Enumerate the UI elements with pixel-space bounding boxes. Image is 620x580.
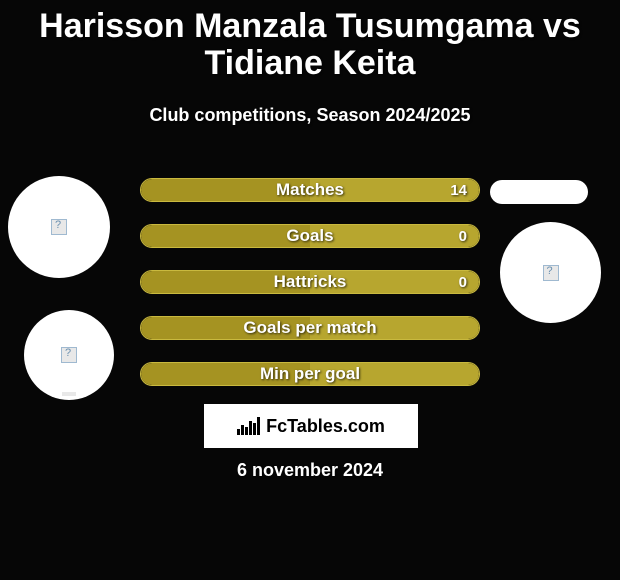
- metric-label: Min per goal: [260, 364, 360, 384]
- brand-box: FcTables.com: [204, 404, 418, 448]
- avatar-bottom-mark: [62, 392, 76, 396]
- metric-bar: Min per goal: [140, 362, 480, 386]
- placeholder-image-icon: [51, 219, 67, 235]
- metric-label: Goals: [286, 226, 333, 246]
- metric-bar: Matches 14: [140, 178, 480, 202]
- left-player-avatar-2: [24, 310, 114, 400]
- metric-bar: Hattricks 0: [140, 270, 480, 294]
- bar-chart-icon: [237, 417, 260, 435]
- metric-value: 14: [450, 179, 467, 201]
- left-player-avatar-1: [8, 176, 110, 278]
- right-pill-decoration: [490, 180, 588, 204]
- metric-bar: Goals per match: [140, 316, 480, 340]
- right-player-avatar: [500, 222, 601, 323]
- metric-label: Goals per match: [243, 318, 376, 338]
- metric-label: Matches: [276, 180, 344, 200]
- page-subtitle: Club competitions, Season 2024/2025: [0, 105, 620, 126]
- metric-bar-left-fill: [141, 225, 310, 247]
- comparison-infographic: Harisson Manzala Tusumgama vs Tidiane Ke…: [0, 0, 620, 580]
- metric-label: Hattricks: [274, 272, 347, 292]
- brand-text: FcTables.com: [266, 416, 385, 437]
- metric-value: 0: [459, 225, 467, 247]
- metric-value: 0: [459, 271, 467, 293]
- metric-bar-right-fill: [310, 225, 479, 247]
- metrics-bars: Matches 14 Goals 0 Hattricks 0 Goals per match…: [140, 178, 480, 408]
- metric-bar: Goals 0: [140, 224, 480, 248]
- placeholder-image-icon: [61, 347, 77, 363]
- date-caption: 6 november 2024: [0, 460, 620, 481]
- placeholder-image-icon: [543, 265, 559, 281]
- page-title: Harisson Manzala Tusumgama vs Tidiane Ke…: [0, 0, 620, 83]
